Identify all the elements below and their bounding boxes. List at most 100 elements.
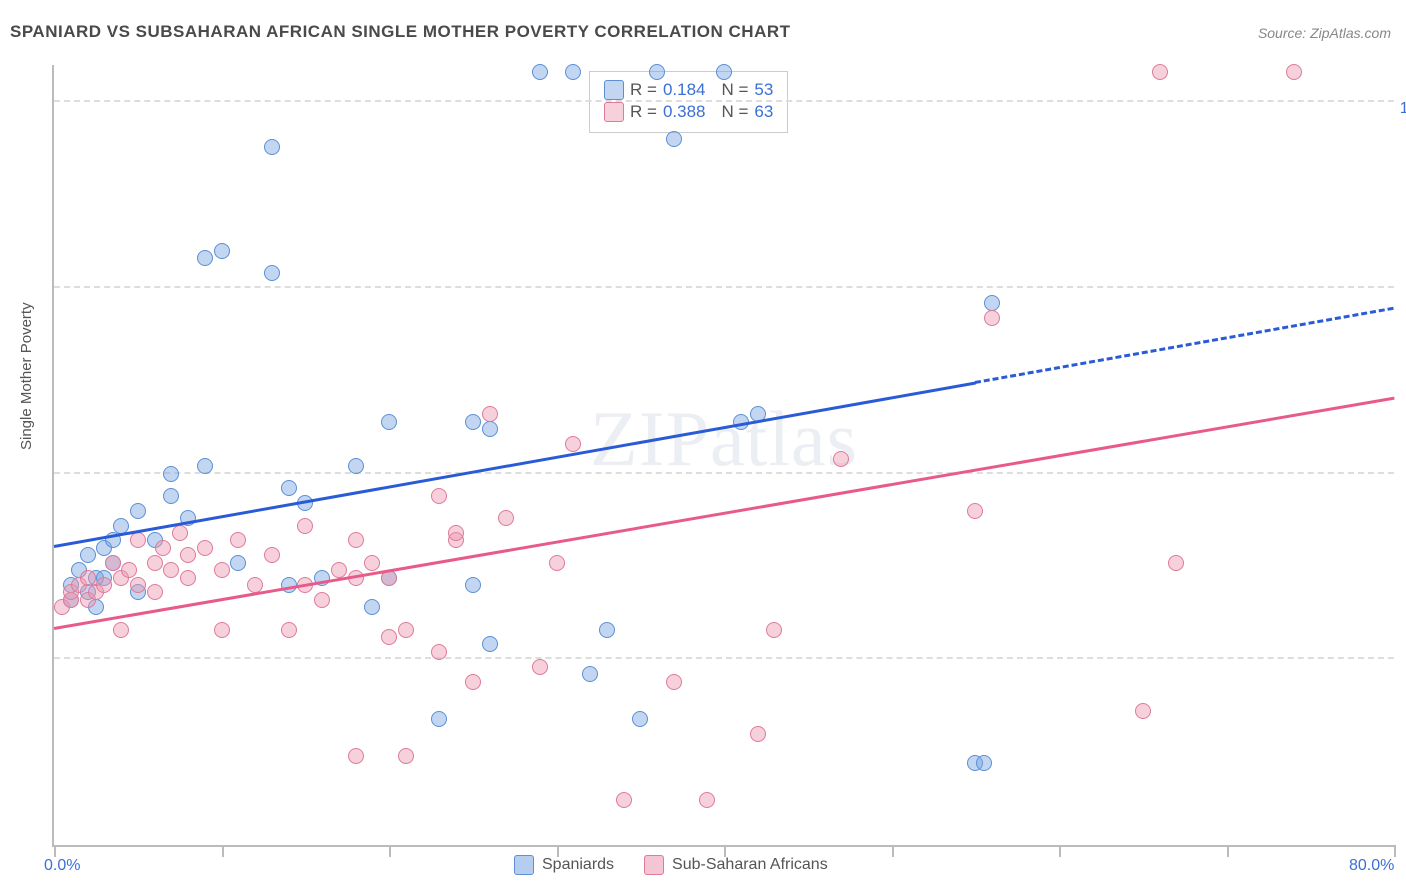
swatch-spaniards [604,80,624,100]
data-point [147,555,163,571]
data-point [348,748,364,764]
n-label: N = [721,102,748,122]
data-point [976,755,992,771]
data-point [498,510,514,526]
data-point [1152,64,1168,80]
data-point [364,599,380,615]
data-point [163,466,179,482]
data-point [230,532,246,548]
x-tick-label: 0.0% [44,857,80,875]
x-tick [1227,845,1229,857]
data-point [532,659,548,675]
data-point [172,525,188,541]
data-point [632,711,648,727]
data-point [197,250,213,266]
plot-area: ZIPatlas R = 0.184 N = 53 R = 0.388 N = … [52,65,1394,847]
data-point [431,644,447,660]
legend-row-subsaharan: R = 0.388 N = 63 [604,102,773,122]
chart-title: SPANIARD VS SUBSAHARAN AFRICAN SINGLE MO… [10,22,791,42]
data-point [113,622,129,638]
data-point [984,295,1000,311]
data-point [1286,64,1302,80]
data-point [649,64,665,80]
data-point [264,547,280,563]
data-point [214,562,230,578]
data-point [1135,703,1151,719]
x-tick [892,845,894,857]
legend-label: Spaniards [542,856,614,874]
data-point [381,629,397,645]
data-point [482,421,498,437]
data-point [147,584,163,600]
gridline [54,286,1394,288]
r-label: R = [630,102,657,122]
data-point [214,622,230,638]
data-point [984,310,1000,326]
data-point [699,792,715,808]
n-label: N = [721,80,748,100]
data-point [448,525,464,541]
legend-row-spaniards: R = 0.184 N = 53 [604,80,773,100]
n-value-spaniards: 53 [754,80,773,100]
data-point [214,243,230,259]
x-tick [724,845,726,857]
data-point [582,666,598,682]
swatch-subsaharan [604,102,624,122]
data-point [105,555,121,571]
data-point [482,636,498,652]
data-point [96,577,112,593]
data-point [230,555,246,571]
data-point [398,622,414,638]
data-point [130,503,146,519]
r-label: R = [630,80,657,100]
data-point [532,64,548,80]
data-point [121,562,137,578]
data-point [331,562,347,578]
data-point [967,503,983,519]
data-point [465,674,481,690]
data-point [431,711,447,727]
data-point [750,726,766,742]
data-point [348,532,364,548]
data-point [348,458,364,474]
data-point [281,622,297,638]
data-point [314,592,330,608]
data-point [264,139,280,155]
data-point [264,265,280,281]
data-point [666,131,682,147]
gridline [54,100,1394,102]
x-tick [54,845,56,857]
data-point [180,570,196,586]
data-point [666,674,682,690]
legend-label: Sub-Saharan Africans [672,856,828,874]
x-tick [222,845,224,857]
swatch-icon [644,855,664,875]
data-point [155,540,171,556]
data-point [364,555,380,571]
legend-item-spaniards: Spaniards [514,855,614,875]
n-value-subsaharan: 63 [754,102,773,122]
legend-item-subsaharan: Sub-Saharan Africans [644,855,828,875]
chart-container: SPANIARD VS SUBSAHARAN AFRICAN SINGLE MO… [0,0,1406,892]
series-legend: Spaniards Sub-Saharan Africans [514,855,828,875]
x-tick [1059,845,1061,857]
source-label: Source: ZipAtlas.com [1258,25,1391,41]
data-point [766,622,782,638]
swatch-icon [514,855,534,875]
data-point [180,547,196,563]
data-point [1168,555,1184,571]
data-point [549,555,565,571]
x-tick [1394,845,1396,857]
data-point [833,451,849,467]
data-point [163,562,179,578]
x-tick-label: 80.0% [1349,857,1394,875]
data-point [163,488,179,504]
data-point [565,64,581,80]
trend-line [54,396,1395,629]
data-point [297,518,313,534]
data-point [197,540,213,556]
data-point [431,488,447,504]
x-tick [557,845,559,857]
data-point [130,577,146,593]
x-tick [389,845,391,857]
